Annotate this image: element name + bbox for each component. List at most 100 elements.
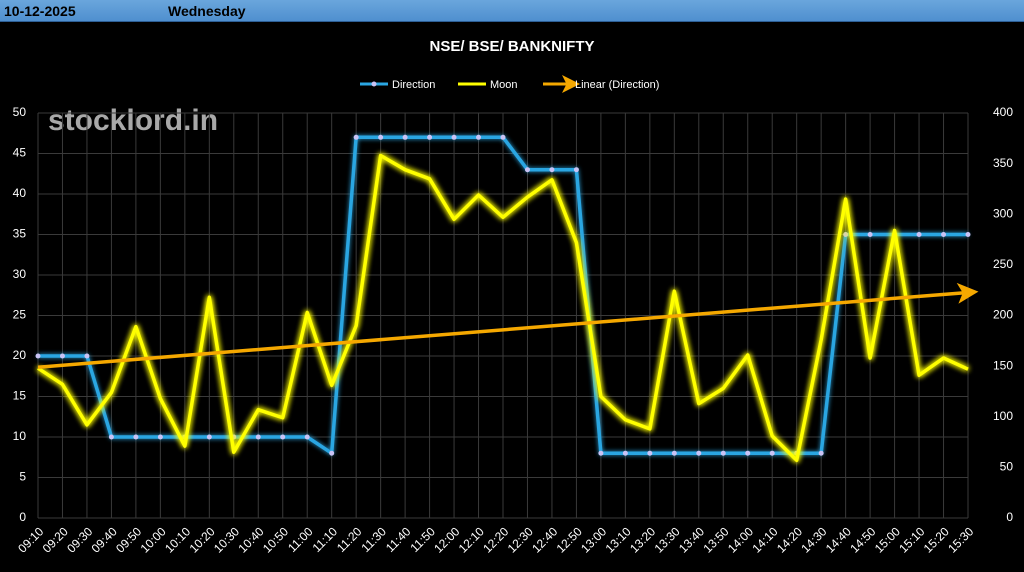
y-tick-label: 5 bbox=[19, 470, 26, 484]
point bbox=[255, 434, 261, 440]
point bbox=[108, 434, 114, 440]
y2-tick-label: 400 bbox=[993, 105, 1013, 119]
point bbox=[671, 450, 677, 456]
x-tick-label: 12:10 bbox=[456, 524, 487, 555]
point bbox=[35, 353, 41, 359]
x-tick-label: 09:10 bbox=[15, 524, 46, 555]
x-tick-label: 12:20 bbox=[480, 524, 511, 555]
y2-tick-label: 150 bbox=[993, 358, 1013, 372]
y-tick-label: 40 bbox=[13, 186, 27, 200]
y-tick-label: 35 bbox=[13, 227, 27, 241]
x-tick-label: 11:40 bbox=[383, 524, 414, 555]
x-tick-label: 13:00 bbox=[578, 524, 609, 555]
legend-dot bbox=[371, 81, 377, 87]
x-tick-label: 14:40 bbox=[823, 524, 854, 555]
point bbox=[280, 434, 286, 440]
y-tick-label: 0 bbox=[19, 510, 26, 524]
x-tick-label: 13:50 bbox=[700, 524, 731, 555]
x-tick-label: 13:30 bbox=[652, 524, 683, 555]
y-tick-label: 30 bbox=[13, 267, 27, 281]
point bbox=[720, 450, 726, 456]
y-tick-label: 50 bbox=[13, 105, 27, 119]
x-tick-label: 13:20 bbox=[627, 524, 658, 555]
point bbox=[549, 167, 555, 173]
x-tick-label: 14:20 bbox=[774, 524, 805, 555]
x-tick-label: 12:00 bbox=[431, 524, 462, 555]
date: 10-12-2025 bbox=[4, 3, 76, 19]
x-tick-label: 11:30 bbox=[358, 524, 389, 555]
x-tick-label: 11:50 bbox=[407, 524, 438, 555]
point bbox=[206, 434, 212, 440]
point bbox=[941, 232, 947, 237]
point bbox=[329, 450, 335, 456]
x-tick-label: 10:20 bbox=[187, 524, 218, 555]
point bbox=[647, 450, 653, 456]
x-tick-label: 11:10 bbox=[310, 524, 341, 555]
legend-label: Direction bbox=[392, 79, 435, 91]
point bbox=[965, 232, 971, 237]
x-tick-label: 10:50 bbox=[260, 524, 291, 555]
x-tick-label: 15:20 bbox=[921, 524, 952, 555]
x-tick-label: 09:20 bbox=[40, 524, 71, 555]
x-tick-label: 10:10 bbox=[162, 524, 193, 555]
legend-label: Moon bbox=[490, 79, 518, 91]
x-tick-label: 13:40 bbox=[676, 524, 707, 555]
point bbox=[818, 450, 824, 456]
x-tick-label: 14:10 bbox=[749, 524, 780, 555]
x-tick-label: 15:10 bbox=[896, 524, 927, 555]
x-tick-label: 11:00 bbox=[285, 524, 316, 555]
x-tick-label: 12:40 bbox=[529, 524, 560, 555]
point bbox=[696, 450, 702, 456]
x-tick-label: 12:50 bbox=[554, 524, 585, 555]
point bbox=[867, 232, 873, 237]
point bbox=[427, 134, 433, 140]
point bbox=[573, 167, 579, 173]
x-tick-label: 09:30 bbox=[64, 524, 95, 555]
header-bar: 10-12-2025 Wednesday bbox=[0, 0, 1024, 22]
point bbox=[133, 434, 139, 440]
x-tick-label: 14:50 bbox=[847, 524, 878, 555]
y-tick-label: 20 bbox=[13, 348, 27, 362]
point bbox=[524, 167, 530, 173]
weekday: Wednesday bbox=[168, 3, 246, 19]
point bbox=[500, 134, 506, 140]
series-line bbox=[37, 153, 969, 463]
y-tick-label: 15 bbox=[13, 389, 27, 403]
chart-title: NSE/ BSE/ BANKNIFTY bbox=[429, 38, 594, 55]
y2-tick-label: 250 bbox=[993, 257, 1013, 271]
x-tick-label: 12:30 bbox=[505, 524, 536, 555]
point bbox=[59, 353, 65, 359]
point bbox=[378, 134, 384, 140]
x-tick-label: 14:00 bbox=[725, 524, 756, 555]
y-tick-label: 45 bbox=[13, 146, 27, 160]
x-tick-label: 09:40 bbox=[89, 524, 120, 555]
x-tick-label: 11:20 bbox=[334, 524, 365, 555]
x-tick-label: 10:40 bbox=[235, 524, 266, 555]
y2-tick-label: 300 bbox=[993, 206, 1013, 220]
y2-tick-label: 200 bbox=[993, 308, 1013, 322]
point bbox=[157, 434, 163, 440]
y2-tick-label: 350 bbox=[993, 156, 1013, 170]
point bbox=[769, 450, 775, 456]
y2-tick-label: 50 bbox=[1000, 460, 1014, 474]
point bbox=[451, 134, 457, 140]
point bbox=[476, 134, 482, 140]
x-tick-label: 15:30 bbox=[945, 524, 976, 555]
x-tick-label: 09:50 bbox=[113, 524, 144, 555]
y2-tick-label: 100 bbox=[993, 409, 1013, 423]
watermark: stocklord.in bbox=[48, 104, 218, 137]
trendline bbox=[37, 282, 979, 369]
point bbox=[916, 232, 922, 237]
x-tick-label: 13:10 bbox=[603, 524, 634, 555]
point bbox=[843, 232, 849, 237]
y-tick-label: 25 bbox=[13, 308, 27, 322]
legend-label: Linear (Direction) bbox=[575, 79, 659, 91]
x-tick-label: 14:30 bbox=[798, 524, 829, 555]
y-tick-label: 10 bbox=[13, 429, 27, 443]
point bbox=[304, 434, 310, 440]
y2-tick-label: 0 bbox=[1006, 510, 1013, 524]
x-tick-label: 10:00 bbox=[138, 524, 169, 555]
point bbox=[402, 134, 408, 140]
